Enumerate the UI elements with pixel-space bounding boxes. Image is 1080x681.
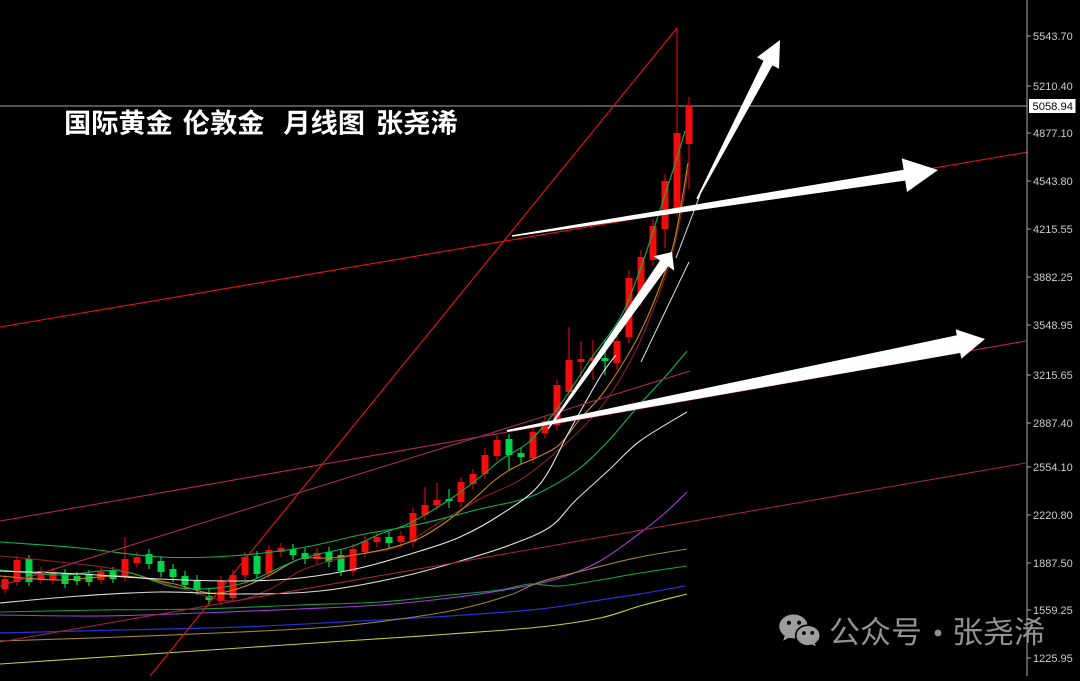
svg-text:3882.25: 3882.25 (1033, 272, 1073, 284)
svg-text:4877.10: 4877.10 (1033, 128, 1073, 140)
svg-text:3215.65: 3215.65 (1033, 370, 1073, 382)
svg-text:3548.95: 3548.95 (1033, 320, 1073, 332)
svg-text:2887.40: 2887.40 (1033, 418, 1073, 430)
svg-text:4543.80: 4543.80 (1033, 176, 1073, 188)
svg-text:5543.70: 5543.70 (1033, 31, 1073, 43)
svg-text:2220.80: 2220.80 (1033, 510, 1073, 522)
svg-text:1559.25: 1559.25 (1033, 605, 1073, 617)
svg-text:2554.10: 2554.10 (1033, 462, 1073, 474)
svg-text:4215.55: 4215.55 (1033, 224, 1073, 236)
svg-text:1887.50: 1887.50 (1033, 558, 1073, 570)
svg-text:5210.40: 5210.40 (1033, 81, 1073, 93)
svg-text:5058.94: 5058.94 (1033, 101, 1073, 113)
svg-text:1225.95: 1225.95 (1033, 653, 1073, 665)
